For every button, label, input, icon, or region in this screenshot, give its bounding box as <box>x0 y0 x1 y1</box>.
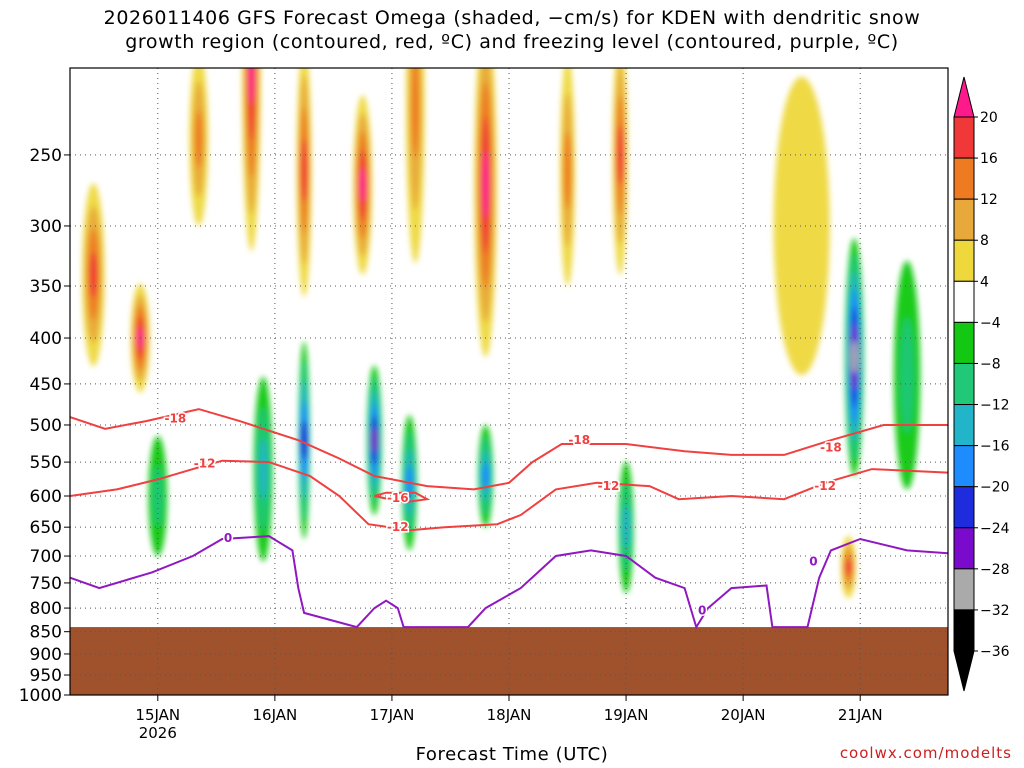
credit-link[interactable]: coolwx.com/modelts <box>839 744 1012 762</box>
contour-label: -18 <box>568 433 590 447</box>
contour-line-1 <box>70 459 948 532</box>
x-tick-label: 15JAN <box>135 706 180 724</box>
omega-region-6 <box>411 68 420 158</box>
colorbar-arrow-top <box>953 76 975 118</box>
x-tick-label: 16JAN <box>252 706 297 724</box>
colorbar-label: 12 <box>980 192 998 208</box>
colorbar-swatch <box>953 362 975 406</box>
colorbar-swatch <box>953 445 975 488</box>
colorbar-swatch <box>953 280 975 323</box>
chart-title-line-1: 2026011406 GFS Forecast Omega (shaded, −… <box>103 7 921 29</box>
colorbar-swatch <box>953 486 975 529</box>
y-tick-label: 950 <box>30 666 62 686</box>
omega-region-10 <box>153 465 163 527</box>
contour-line-3 <box>70 535 948 630</box>
colorbar-label: 16 <box>980 151 998 167</box>
contours: -18 -18 -18 -12 -12 -12 -12 -16 0 0 0 <box>70 408 948 630</box>
x-tick-label: 20JAN <box>721 706 766 724</box>
colorbar-label: −24 <box>980 521 1010 537</box>
colorbar-label: 8 <box>980 233 989 249</box>
omega-region-21 <box>773 76 830 376</box>
y-tick-label: 300 <box>30 217 62 237</box>
y-tick-label: 1000 <box>19 686 62 706</box>
colorbar: 20 16 12 8 4 −4 −8 −12 −16 −20 −24 −28 −32 −36 <box>953 76 1010 692</box>
omega-region-19 <box>900 318 914 433</box>
colorbar-label: 4 <box>980 274 989 290</box>
omega-region-0 <box>89 251 98 298</box>
colorbar-swatch <box>953 404 975 447</box>
colorbar-swatch <box>953 568 975 611</box>
colorbar-label: −20 <box>980 480 1010 496</box>
y-tick-label: 550 <box>30 453 62 473</box>
omega-region-20 <box>844 559 853 575</box>
colorbar-label: −12 <box>980 398 1010 414</box>
omega-region-8 <box>563 131 572 209</box>
chart-title-line-2: growth region (contoured, red, ºC) and f… <box>125 31 899 53</box>
omega-shading <box>82 68 921 599</box>
contour-label: -18 <box>165 412 187 426</box>
contour-label: -12 <box>598 479 620 493</box>
y-tick-label: 650 <box>30 518 62 538</box>
contour-label: -12 <box>814 479 836 493</box>
y-tick-label: 500 <box>30 416 62 436</box>
y-tick-label: 700 <box>30 547 62 567</box>
x-tick-label: 17JAN <box>370 706 415 724</box>
y-tick-label: 750 <box>30 574 62 594</box>
omega-region-13 <box>370 427 379 453</box>
colorbar-label: 20 <box>980 110 998 126</box>
y-tick-label: 800 <box>30 599 62 619</box>
contour-line-2 <box>374 491 431 504</box>
y-tick-label: 450 <box>30 375 62 395</box>
omega-region-16 <box>622 505 631 550</box>
y-tick-label: 250 <box>30 146 62 166</box>
contour-label: -12 <box>387 520 409 534</box>
terrain-ground <box>70 627 948 695</box>
colorbar-label: −36 <box>980 644 1010 660</box>
y-axis: 2503003504004505005506006507007508008509… <box>19 146 70 706</box>
colorbar-swatch <box>953 527 975 570</box>
contour-label: -16 <box>387 491 409 505</box>
contour-label: 0 <box>809 555 817 569</box>
omega-region-2 <box>194 110 203 169</box>
colorbar-swatch <box>953 321 975 364</box>
colorbar-swatch <box>953 198 975 241</box>
colorbar-swatch <box>953 116 975 159</box>
omega-region-7 <box>481 150 490 220</box>
contour-line-0 <box>70 408 948 491</box>
colorbar-label: −16 <box>980 439 1010 455</box>
omega-region-5 <box>358 166 367 203</box>
colorbar-label: −8 <box>980 356 1001 372</box>
omega-region-15 <box>481 463 490 489</box>
y-tick-label: 400 <box>30 329 62 349</box>
omega-region-3 <box>247 68 256 105</box>
colorbar-swatch <box>953 157 975 200</box>
x-tick-label: 19JAN <box>604 706 649 724</box>
x-tick-label: 18JAN <box>487 706 532 724</box>
y-tick-label: 850 <box>30 623 62 643</box>
y-tick-label: 900 <box>30 645 62 665</box>
contour-label: 0 <box>698 603 706 617</box>
omega-region-18 <box>850 340 859 375</box>
contour-label: -12 <box>194 457 216 471</box>
contour-label: -18 <box>820 441 842 455</box>
omega-region-11 <box>259 438 268 500</box>
x-axis-label: Forecast Time (UTC) <box>415 744 609 765</box>
x-tick-label: 21JAN <box>838 706 883 724</box>
colorbar-label: −28 <box>980 562 1010 578</box>
colorbar-swatch <box>953 239 975 282</box>
x-tick-sublabel: 2026 <box>139 724 177 742</box>
omega-region-4 <box>300 138 309 202</box>
plot-area <box>70 68 948 695</box>
colorbar-arrow-bottom <box>953 609 975 692</box>
colorbar-label: −32 <box>980 603 1010 619</box>
colorbar-label: −4 <box>980 315 1001 331</box>
y-tick-label: 600 <box>30 487 62 507</box>
contour-label: 0 <box>224 531 232 545</box>
y-tick-label: 350 <box>30 277 62 297</box>
omega-region-12 <box>300 420 309 460</box>
